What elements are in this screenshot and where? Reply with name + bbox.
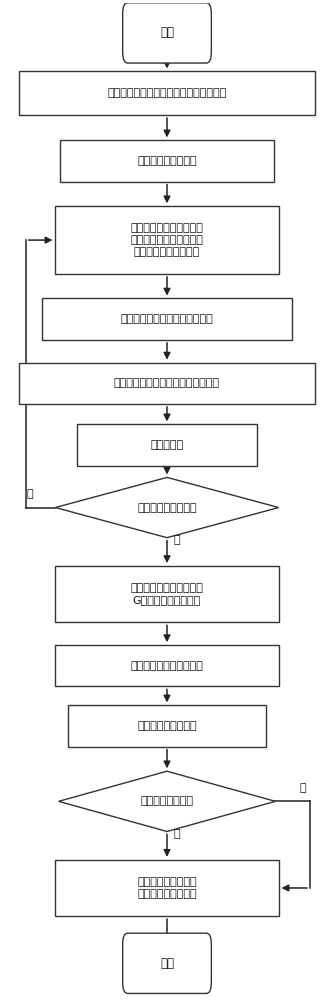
Text: 初始化训练样本权重: 初始化训练样本权重 — [137, 156, 197, 166]
Text: 达到最大迭代次数: 达到最大迭代次数 — [141, 796, 193, 806]
Text: 结合弱分类器及其投
票权重输出强分类器: 结合弱分类器及其投 票权重输出强分类器 — [137, 877, 197, 899]
FancyBboxPatch shape — [68, 705, 266, 747]
FancyBboxPatch shape — [19, 363, 315, 404]
FancyBboxPatch shape — [77, 424, 257, 466]
FancyBboxPatch shape — [42, 298, 292, 340]
FancyBboxPatch shape — [55, 860, 279, 916]
Text: 是: 是 — [174, 829, 180, 839]
FancyBboxPatch shape — [19, 71, 315, 115]
Text: 根据训练样本权重，从训
练集中选取部分训练样本
做弱分类器的训练样本: 根据训练样本权重，从训 练集中选取部分训练样本 做弱分类器的训练样本 — [131, 223, 203, 257]
Text: 否: 否 — [299, 783, 306, 793]
Text: 训练支撑向量机，得到弱分类器: 训练支撑向量机，得到弱分类器 — [121, 314, 213, 324]
Text: 计算错误率: 计算错误率 — [150, 440, 184, 450]
FancyBboxPatch shape — [60, 140, 274, 182]
Text: 更新训练样本的权重: 更新训练样本的权重 — [137, 721, 197, 731]
Text: 开始: 开始 — [160, 26, 174, 39]
Text: 否: 否 — [26, 489, 33, 499]
FancyBboxPatch shape — [123, 3, 211, 63]
FancyBboxPatch shape — [123, 933, 211, 993]
Text: 结束: 结束 — [160, 957, 174, 970]
Text: 是: 是 — [174, 535, 180, 545]
FancyBboxPatch shape — [55, 206, 279, 274]
Polygon shape — [55, 477, 279, 538]
Text: 错误率小于设定阈值: 错误率小于设定阈值 — [137, 503, 197, 513]
Text: 用弱分类器对所有训练样本进行预测: 用弱分类器对所有训练样本进行预测 — [114, 378, 220, 388]
FancyBboxPatch shape — [55, 645, 279, 686]
FancyBboxPatch shape — [55, 566, 279, 622]
Text: 计算弱分类器的投票权重: 计算弱分类器的投票权重 — [131, 661, 203, 671]
Text: 计算不平衡问题评价指标
G，并用其优化错误率: 计算不平衡问题评价指标 G，并用其优化错误率 — [131, 583, 203, 605]
Text: 选定训练集和测试集，设定最大迭代次数: 选定训练集和测试集，设定最大迭代次数 — [107, 88, 227, 98]
Polygon shape — [58, 771, 276, 831]
